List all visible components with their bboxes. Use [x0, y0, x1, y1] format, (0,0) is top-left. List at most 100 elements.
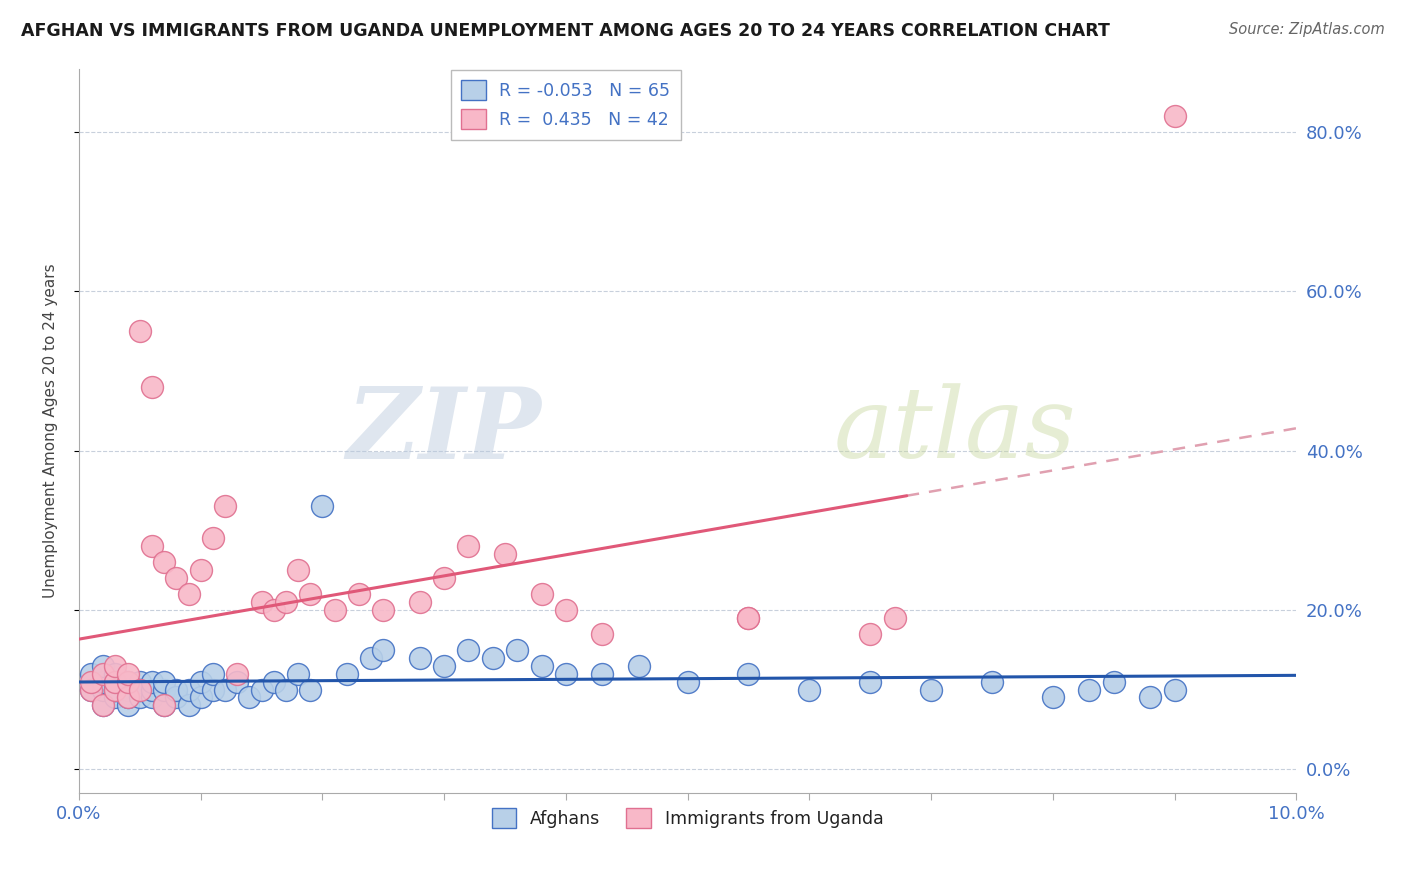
Point [737, 611, 759, 625]
Point [554, 666, 576, 681]
Point [80, 674, 103, 689]
Point [153, 698, 176, 713]
Point [91, 682, 114, 697]
Point [274, 682, 297, 697]
Point [506, 642, 529, 657]
Point [299, 587, 322, 601]
Point [627, 658, 650, 673]
Point [263, 674, 285, 689]
Point [165, 571, 187, 585]
Point [117, 698, 139, 713]
Point [336, 666, 359, 681]
Point [104, 682, 127, 697]
Point [201, 666, 224, 681]
Point [190, 690, 212, 705]
Point [104, 682, 127, 697]
Point [117, 666, 139, 681]
Point [1163, 682, 1185, 697]
Point [981, 674, 1004, 689]
Text: Source: ZipAtlas.com: Source: ZipAtlas.com [1229, 22, 1385, 37]
Point [299, 682, 322, 697]
Point [190, 674, 212, 689]
Point [128, 324, 150, 338]
Point [274, 595, 297, 609]
Point [360, 650, 382, 665]
Point [554, 603, 576, 617]
Point [128, 682, 150, 697]
Point [91, 698, 114, 713]
Point [104, 682, 127, 697]
Point [1139, 690, 1161, 705]
Point [117, 690, 139, 705]
Point [214, 500, 236, 514]
Point [287, 666, 309, 681]
Point [373, 642, 395, 657]
Point [347, 587, 370, 601]
Point [530, 587, 553, 601]
Point [153, 698, 176, 713]
Legend: Afghans, Immigrants from Uganda: Afghans, Immigrants from Uganda [485, 801, 890, 835]
Point [263, 603, 285, 617]
Point [433, 658, 456, 673]
Point [104, 674, 127, 689]
Point [409, 595, 432, 609]
Point [409, 650, 432, 665]
Point [117, 674, 139, 689]
Point [91, 698, 114, 713]
Point [482, 650, 505, 665]
Point [433, 571, 456, 585]
Point [141, 682, 163, 697]
Point [287, 563, 309, 577]
Point [883, 611, 905, 625]
Point [373, 603, 395, 617]
Point [177, 682, 200, 697]
Point [676, 674, 699, 689]
Point [238, 690, 260, 705]
Point [494, 547, 516, 561]
Point [165, 682, 187, 697]
Point [190, 563, 212, 577]
Text: AFGHAN VS IMMIGRANTS FROM UGANDA UNEMPLOYMENT AMONG AGES 20 TO 24 YEARS CORRELAT: AFGHAN VS IMMIGRANTS FROM UGANDA UNEMPLO… [21, 22, 1109, 40]
Point [91, 666, 114, 681]
Point [104, 690, 127, 705]
Point [104, 674, 127, 689]
Point [128, 682, 150, 697]
Point [177, 587, 200, 601]
Point [250, 682, 273, 697]
Point [177, 698, 200, 713]
Text: atlas: atlas [834, 383, 1077, 478]
Point [457, 642, 479, 657]
Point [920, 682, 942, 697]
Point [128, 674, 150, 689]
Point [799, 682, 821, 697]
Point [323, 603, 346, 617]
Point [80, 666, 103, 681]
Point [591, 627, 613, 641]
Point [153, 682, 176, 697]
Point [80, 682, 103, 697]
Point [141, 674, 163, 689]
Y-axis label: Unemployment Among Ages 20 to 24 years: Unemployment Among Ages 20 to 24 years [44, 263, 58, 598]
Point [153, 674, 176, 689]
Point [226, 674, 249, 689]
Point [250, 595, 273, 609]
Point [859, 674, 882, 689]
Point [530, 658, 553, 673]
Point [91, 658, 114, 673]
Point [141, 690, 163, 705]
Point [591, 666, 613, 681]
Point [311, 500, 333, 514]
Point [128, 682, 150, 697]
Point [214, 682, 236, 697]
Point [737, 666, 759, 681]
Point [117, 682, 139, 697]
Point [117, 690, 139, 705]
Point [226, 666, 249, 681]
Point [104, 666, 127, 681]
Point [1042, 690, 1064, 705]
Point [859, 627, 882, 641]
Point [128, 690, 150, 705]
Point [201, 682, 224, 697]
Point [80, 682, 103, 697]
Text: ZIP: ZIP [346, 383, 541, 479]
